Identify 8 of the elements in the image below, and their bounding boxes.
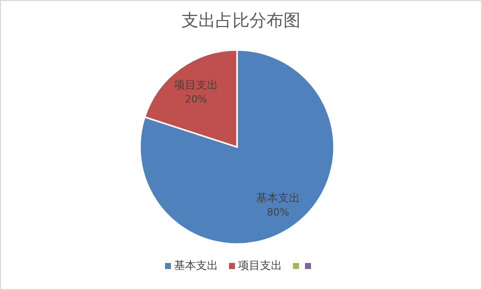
legend-label: 基本支出 (174, 259, 218, 272)
pie-slice (139, 49, 335, 245)
slice-label: 项目支出 (174, 78, 218, 92)
chart-title: 支出占比分布图 (182, 11, 300, 31)
data-label: 20% (184, 94, 208, 106)
data-label: 80% (266, 208, 290, 218)
legend-label: 项目支出 (238, 259, 282, 272)
slice-label: 基本支出 (256, 192, 300, 204)
